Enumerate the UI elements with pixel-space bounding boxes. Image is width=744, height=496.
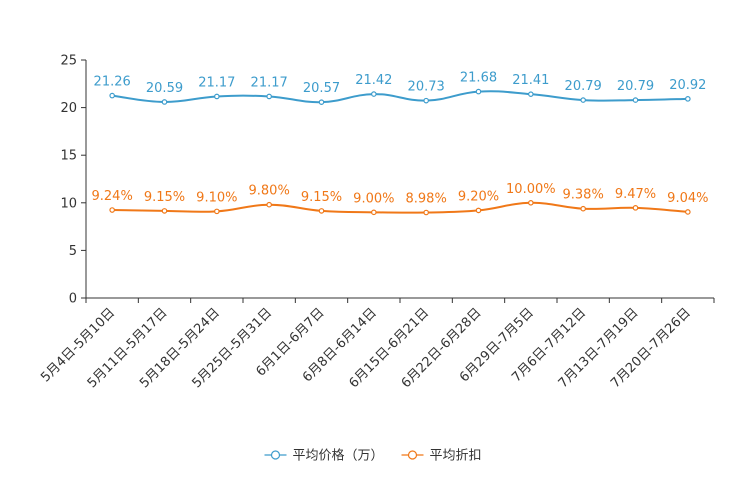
data-point [266,93,272,100]
data-point [423,209,429,216]
legend-marker-icon [407,450,418,460]
data-point [685,96,691,102]
legend[interactable]: 平均价格（万） 平均折扣 [264,448,482,464]
data-point [580,205,586,212]
data-label: 21.17 [198,75,235,90]
data-label: 9.00% [353,191,394,206]
data-point [318,208,325,214]
data-point [632,205,639,211]
legend-label: 平均折扣 [430,449,482,464]
data-point [371,209,377,216]
data-point [214,93,220,100]
legend-item-1[interactable]: 平均价格（万） [264,448,384,464]
data-point [528,200,534,206]
data-label: 9.38% [563,188,604,203]
axes: 05101520255月4日-5月10日5月11日-5月17日5月18日-5月2… [38,54,715,391]
legend-marker-icon [270,450,281,460]
data-label: 9.15% [144,190,185,205]
data-label: 9.10% [196,190,237,205]
legend-label: 平均价格（万） [293,448,384,464]
data-label: 20.57 [303,81,340,96]
data-point [475,88,482,95]
data-point [266,201,272,208]
data-label: 21.26 [94,75,131,90]
data-label: 20.59 [146,81,183,96]
series-2: 9.24% 9.15% 9.10% 9.80% 9.15% 9.00% 8.98% 9.20%… [92,182,708,216]
data-label: 20.79 [617,79,654,94]
data-label: 9.15% [301,190,342,205]
data-point [632,97,639,103]
data-point [109,92,115,99]
series-1: 21.26 20.59 21.17 21.17 20.57 21.42 20.73 21.68… [94,71,706,105]
series-layer: 21.26 20.59 21.17 21.17 20.57 21.42 20.73 21.68… [92,71,708,216]
y-tick-label: 15 [60,149,77,164]
data-point [161,208,168,214]
data-label: 9.24% [92,189,133,204]
data-point [214,208,220,215]
data-point [685,209,691,215]
data-point [423,97,429,104]
data-point [318,99,325,105]
data-point [371,91,377,97]
data-label: 9.20% [458,189,499,204]
data-label: 20.79 [565,79,602,94]
legend-item-2[interactable]: 平均折扣 [401,449,482,464]
data-label: 21.17 [251,75,288,90]
data-point [580,97,586,103]
data-label: 20.73 [408,80,445,95]
data-label: 20.92 [669,78,706,93]
y-tick-label: 25 [60,54,77,69]
series-line-2 [112,201,688,214]
data-label: 9.80% [249,184,290,199]
data-point [109,207,115,213]
data-point [475,207,482,214]
data-label: 21.41 [512,73,549,88]
y-tick-label: 5 [69,244,77,259]
data-label: 9.47% [615,187,656,202]
y-tick-label: 10 [60,196,77,211]
data-label: 9.04% [667,191,708,206]
data-label: 21.42 [355,73,392,88]
data-point [528,91,534,97]
data-label: 10.00% [506,182,556,197]
y-tick-label: 0 [69,292,77,307]
data-label: 21.68 [460,71,497,86]
series-line-1 [112,90,688,104]
data-point [161,99,168,105]
y-tick-label: 20 [60,101,77,116]
data-label: 8.98% [406,192,447,207]
